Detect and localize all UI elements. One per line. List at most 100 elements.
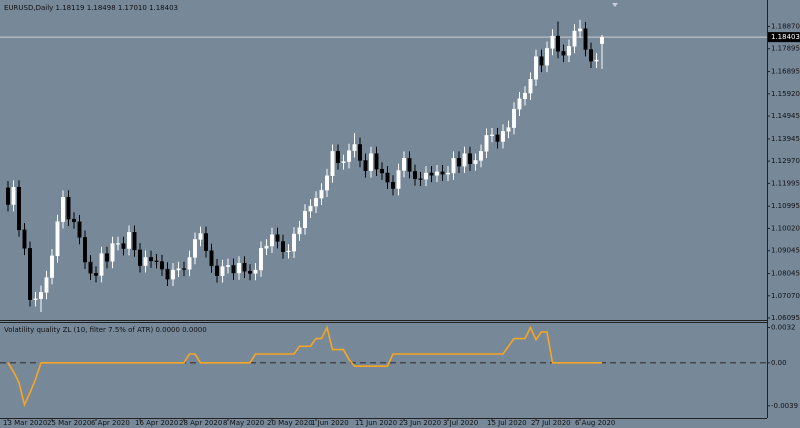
candle-body	[330, 151, 335, 176]
candle-body	[539, 56, 544, 66]
y-tick-label: 1.15920	[771, 90, 800, 98]
candle-body	[176, 268, 181, 271]
candle-body	[314, 197, 319, 207]
candle-body	[363, 160, 368, 171]
candle-body	[71, 218, 76, 223]
candle-body	[110, 243, 115, 262]
last-price-box	[768, 32, 800, 43]
candle-body	[462, 153, 467, 167]
y-tick-label: 1.07070	[771, 292, 800, 300]
x-tick-label: 23 Jun 2020	[399, 419, 441, 427]
candle-body	[402, 157, 407, 171]
candle-body	[17, 186, 22, 231]
candle-body	[242, 262, 247, 272]
candle-body	[292, 233, 297, 252]
candle-body	[104, 253, 109, 262]
candle-body	[22, 229, 27, 249]
x-tick-label: 15 Jul 2020	[487, 419, 527, 427]
candle-body	[187, 257, 192, 270]
candle-body	[93, 273, 98, 276]
x-tick-label: 6 Apr 2020	[91, 419, 130, 427]
candle-body	[484, 135, 489, 152]
candle-body	[137, 249, 142, 266]
candle-body	[583, 28, 588, 50]
candle-body	[561, 51, 566, 56]
candle-body	[247, 270, 252, 274]
candle-body	[391, 181, 396, 189]
candle-body	[589, 49, 594, 62]
candle-body	[66, 197, 71, 220]
candle-body	[39, 292, 44, 299]
candle-body	[451, 157, 456, 174]
candle-body	[517, 98, 522, 110]
candle-body	[556, 35, 561, 52]
candle-body	[435, 171, 440, 176]
candle-body	[281, 241, 286, 252]
candle-body	[325, 175, 330, 191]
candle-body	[358, 144, 363, 161]
x-tick-label: 8 May 2020	[223, 419, 264, 427]
candle-body	[374, 153, 379, 170]
candle-body	[468, 153, 473, 165]
candle-body	[578, 28, 583, 32]
candle-body	[181, 268, 186, 270]
candle-body	[369, 153, 374, 171]
candle-body	[33, 298, 38, 300]
candle-body	[479, 151, 484, 161]
x-tick-label: 25 Mar 2020	[47, 419, 91, 427]
candle-body	[512, 108, 517, 128]
y-tick-label: 1.14945	[771, 112, 800, 120]
candle-body	[407, 157, 412, 172]
candle-body	[264, 245, 269, 249]
candle-body	[259, 248, 264, 271]
y-tick-label: 1.12970	[771, 157, 800, 165]
candle-body	[495, 134, 500, 142]
candle-body	[506, 127, 511, 132]
x-tick-label: 1 Jun 2020	[311, 419, 349, 427]
candle-body	[225, 265, 230, 267]
x-tick-label: 16 Apr 2020	[135, 419, 178, 427]
y-tick-label: 1.10995	[771, 202, 800, 210]
candle-body	[132, 232, 137, 251]
candle-body	[457, 157, 462, 167]
candle-body	[170, 269, 175, 280]
candle-body	[126, 232, 131, 249]
candle-body	[28, 248, 33, 300]
candle-body	[341, 161, 346, 163]
symbol-info: EURUSD,Daily 1.18119 1.18498 1.17010 1.1…	[4, 4, 178, 12]
candle-body	[220, 266, 225, 276]
x-tick-label: 11 Jun 2020	[355, 419, 397, 427]
indicator-line	[7, 325, 602, 408]
x-tick-label: 13 Mar 2020	[3, 419, 47, 427]
candle-body	[336, 151, 341, 163]
y-tick-label: 1.06095	[771, 314, 800, 322]
candle-body	[121, 243, 126, 249]
candle-body	[192, 239, 197, 258]
candle-body	[303, 210, 308, 228]
candle-body	[347, 150, 352, 162]
candle-body	[413, 171, 418, 179]
x-tick-label: 3 Jul 2020	[443, 419, 478, 427]
y-tick-label: 1.11995	[771, 179, 800, 187]
candle-body	[88, 261, 93, 274]
x-tick-label: 6 Aug 2020	[575, 419, 615, 427]
candle-body	[545, 48, 550, 66]
y-tick-label: 1.08045	[771, 270, 800, 278]
candle-body	[380, 168, 385, 174]
candle-body	[214, 265, 219, 276]
candle-body	[534, 56, 539, 80]
candle-body	[490, 134, 495, 136]
candle-body	[270, 234, 275, 247]
candle-body	[385, 172, 390, 183]
candle-body	[154, 260, 159, 262]
y-tick-label: 1.10020	[771, 224, 800, 232]
candle-body	[77, 221, 82, 238]
candle-body	[5, 187, 10, 205]
candle-body	[50, 255, 55, 278]
candle-body	[44, 277, 49, 293]
x-tick-label: 20 May 2020	[267, 419, 313, 427]
candle-body	[253, 269, 258, 274]
x-tick-label: 28 Apr 2020	[179, 419, 222, 427]
candle-body	[308, 205, 313, 212]
